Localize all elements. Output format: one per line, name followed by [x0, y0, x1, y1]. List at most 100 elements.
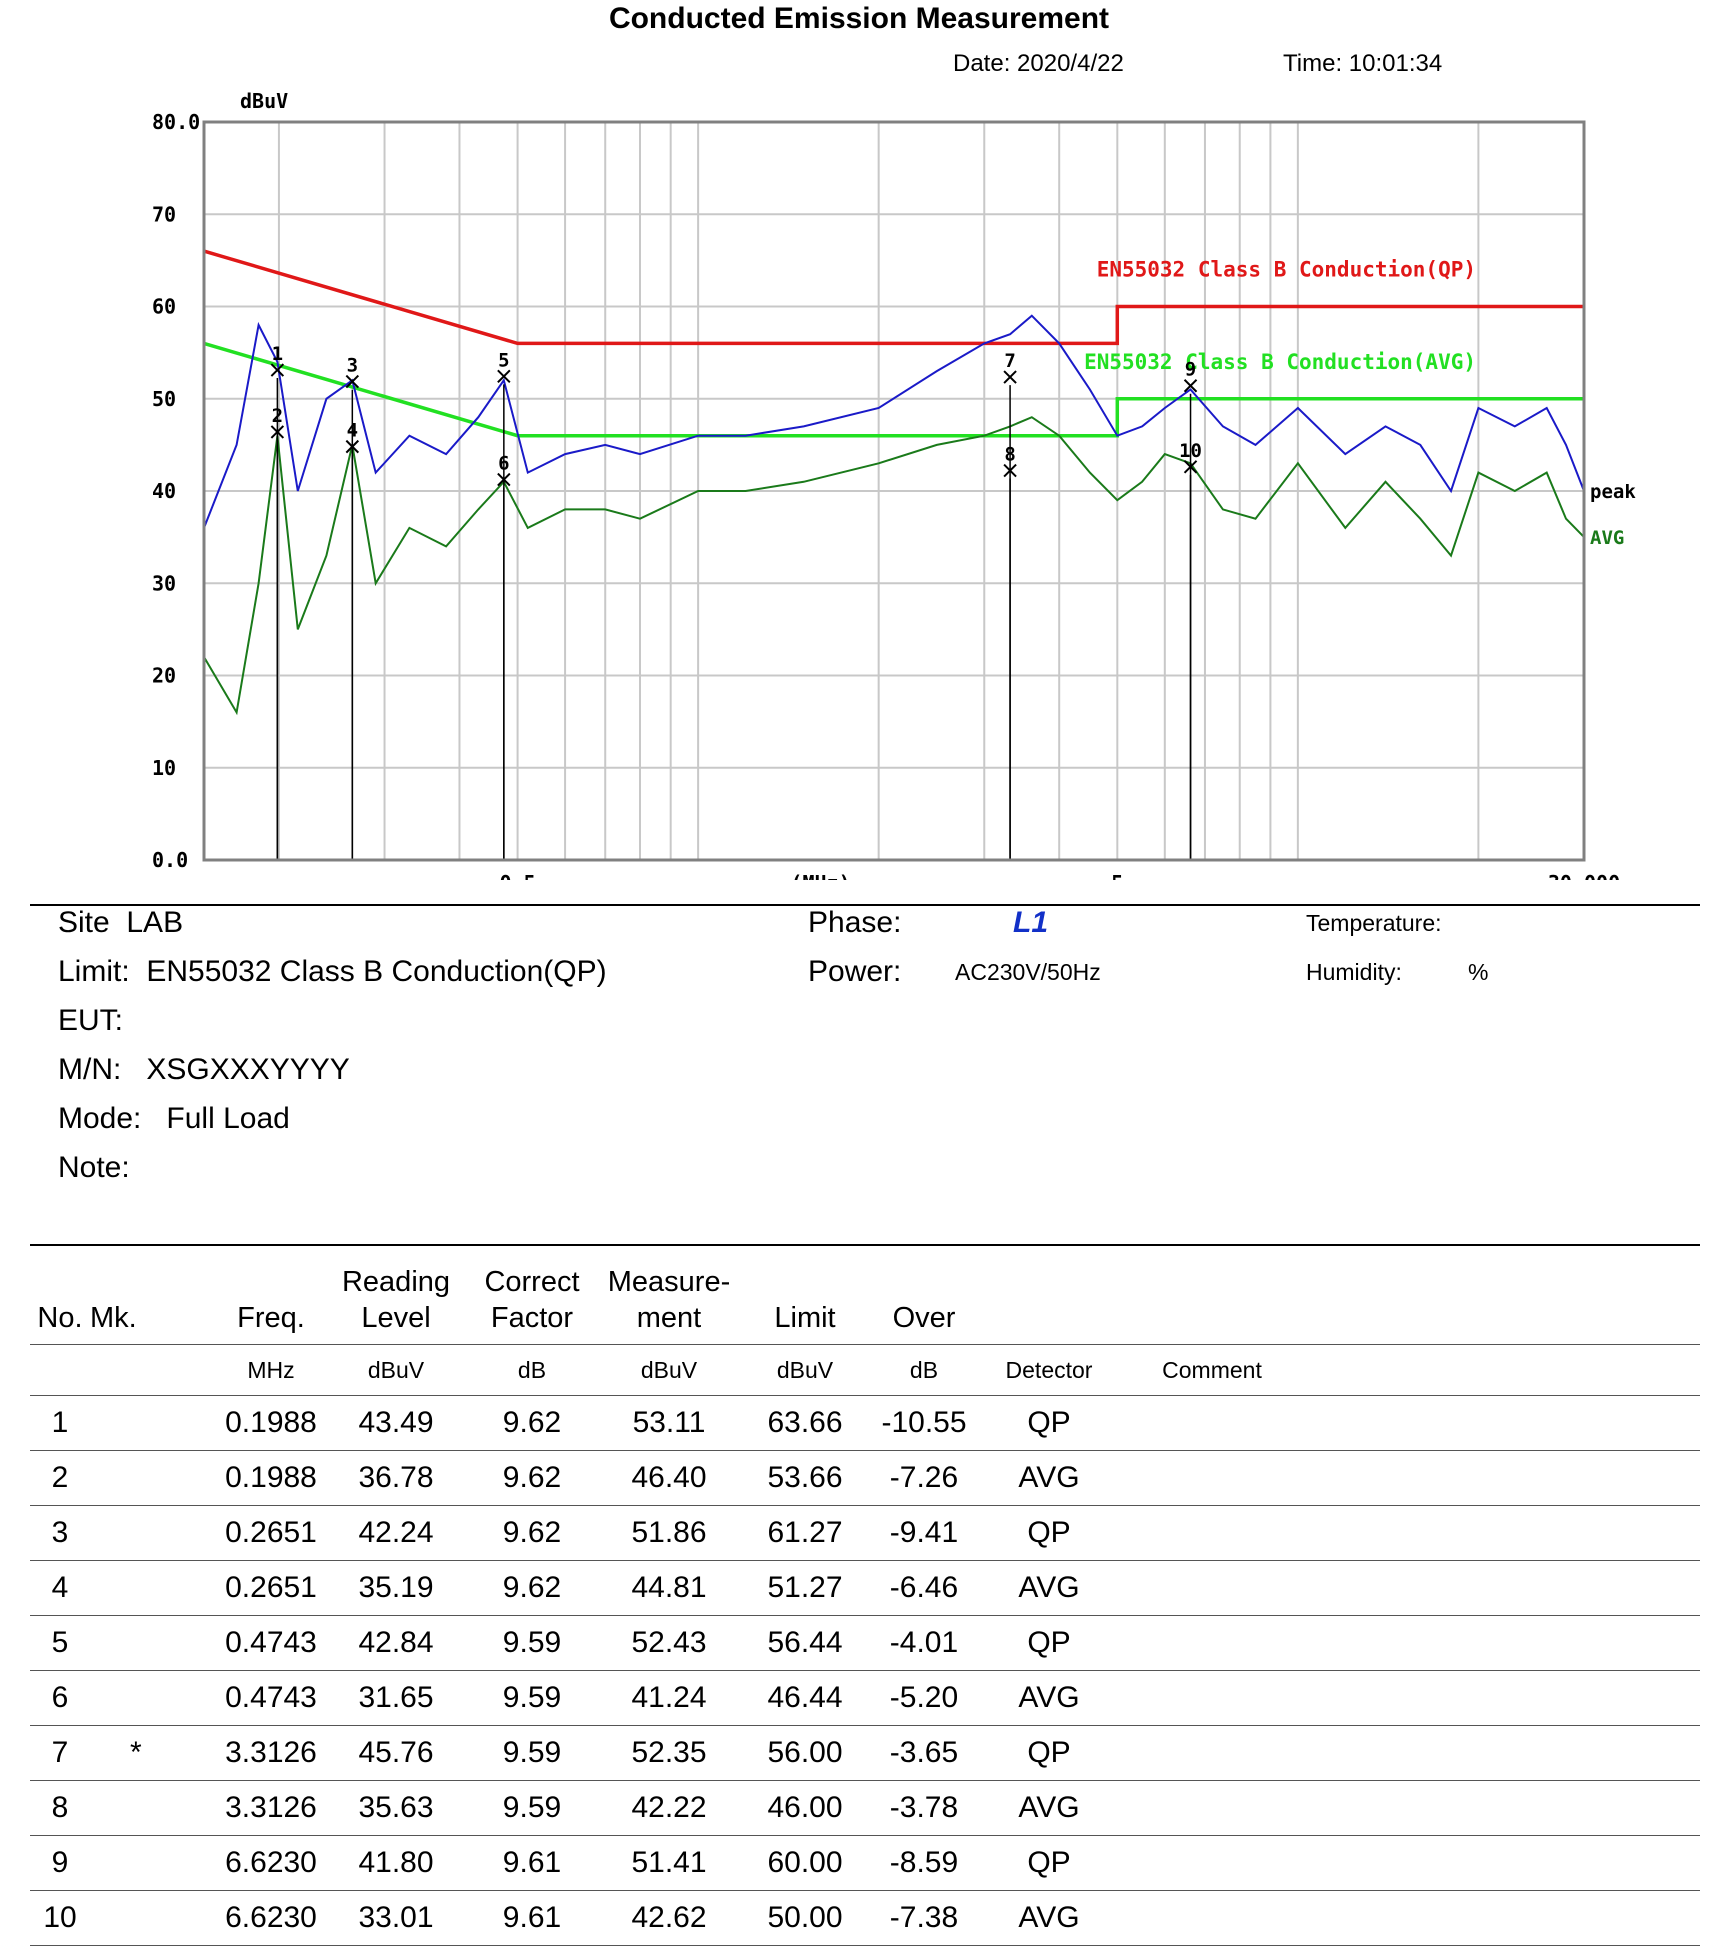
cell-over: -7.38 [874, 1890, 974, 1946]
cell-reading: 42.84 [330, 1615, 462, 1671]
table-units-row: MHz dBuV dB dBuV dBuV dB Detector Commen… [30, 1344, 1700, 1396]
cell-comment [1124, 1725, 1300, 1781]
header-factor: Correct Factor [484, 1266, 580, 1334]
cell-reading: 31.65 [330, 1670, 462, 1726]
marker-cross [345, 374, 360, 389]
header-mk: Mk. [90, 1302, 137, 1334]
cell-no: 9 [30, 1835, 90, 1891]
cell-freq: 3.3126 [212, 1780, 330, 1836]
cell-freq: 6.6230 [212, 1890, 330, 1946]
power-label: Power: [808, 955, 902, 988]
trace-avg [203, 416, 1585, 716]
results-body: 1 0.1988 43.49 9.62 53.11 63.66 -10.55 QP 2 0.198… [30, 1395, 1700, 1946]
cell-mk [90, 1670, 212, 1726]
y-tick-label: 40 [152, 479, 176, 503]
cell-factor: 9.62 [462, 1450, 602, 1506]
cell-freq: 0.2651 [212, 1505, 330, 1561]
cell-reading: 33.01 [330, 1890, 462, 1946]
humidity-unit: % [1468, 959, 1489, 985]
table-header-row: No. Mk. Freq. Reading Level Correct Factor… [30, 1244, 1700, 1345]
cell-measure: 41.24 [602, 1670, 736, 1726]
series-label: AVG [1590, 527, 1624, 549]
cell-factor: 9.61 [462, 1890, 602, 1946]
cell-mk: * [90, 1725, 212, 1781]
cell-spacer [1300, 1560, 1700, 1616]
cell-factor: 9.62 [462, 1560, 602, 1616]
marker-10: 10 [1179, 440, 1202, 860]
header-detector [974, 1244, 1124, 1345]
marker-cross [1003, 370, 1017, 384]
cell-comment [1124, 1615, 1300, 1671]
cell-measure: 42.62 [602, 1890, 736, 1946]
mode-label: Mode: [58, 1102, 142, 1135]
cell-detector: QP [974, 1725, 1124, 1781]
y-tick-label: 30 [152, 571, 176, 595]
marker-label: 2 [272, 405, 283, 427]
cell-detector: QP [974, 1615, 1124, 1671]
mode-row: Mode: Full Load [58, 1102, 290, 1136]
site-label: Site [58, 906, 110, 939]
cell-reading: 41.80 [330, 1835, 462, 1891]
cell-no: 1 [30, 1395, 90, 1451]
x-tick-label: 0.5 [500, 871, 536, 880]
cell-limit: 53.66 [736, 1450, 874, 1506]
cell-freq: 6.6230 [212, 1835, 330, 1891]
cell-comment [1124, 1670, 1300, 1726]
marker-label: 6 [498, 453, 509, 475]
cell-mk [90, 1890, 212, 1946]
cell-limit: 56.00 [736, 1725, 874, 1781]
cell-limit: 46.00 [736, 1780, 874, 1836]
cell-reading: 42.24 [330, 1505, 462, 1561]
cell-spacer [1300, 1835, 1700, 1891]
cell-factor: 9.62 [462, 1505, 602, 1561]
table-row: 2 0.1988 36.78 9.62 46.40 53.66 -7.26 AVG [30, 1450, 1700, 1506]
cell-limit: 60.00 [736, 1835, 874, 1891]
cell-over: -3.78 [874, 1780, 974, 1836]
mn-value: XSGXXXYYYY [146, 1053, 350, 1086]
results-table: No. Mk. Freq. Reading Level Correct Factor… [30, 1244, 1700, 1946]
cell-spacer [1300, 1780, 1700, 1836]
limit-lines: EN55032 Class B Conduction(QP) EN55032 Cl… [203, 249, 1584, 438]
y-tick-label: 70 [152, 202, 176, 226]
cell-spacer [1300, 1505, 1700, 1561]
table-row: 10 6.6230 33.01 9.61 42.62 50.00 -7.38 AVG [30, 1890, 1700, 1946]
cell-no: 7 [30, 1725, 90, 1781]
cell-detector: QP [974, 1835, 1124, 1891]
cell-spacer [1300, 1615, 1700, 1671]
cell-limit: 56.44 [736, 1615, 874, 1671]
cell-freq: 0.1988 [212, 1450, 330, 1506]
cell-freq: 0.1988 [212, 1395, 330, 1451]
cell-over: -4.01 [874, 1615, 974, 1671]
plot-frame [202, 120, 1586, 862]
marker-cross [497, 369, 511, 384]
cell-comment [1124, 1395, 1300, 1451]
unit-factor: dB [462, 1344, 602, 1396]
header-spacer [1300, 1244, 1700, 1345]
phase-label: Phase: [808, 906, 902, 939]
limit-label: EN55032 Class B Conduction(QP) [1097, 258, 1476, 282]
x-tick-label: 30.000 [1548, 871, 1620, 880]
cell-freq: 3.3126 [212, 1725, 330, 1781]
cell-no: 5 [30, 1615, 90, 1671]
limit-label: EN55032 Class B Conduction(AVG) [1084, 350, 1476, 374]
cell-no: 6 [30, 1670, 90, 1726]
report-title: Conducted Emission Measurement [608, 2, 1110, 35]
cell-comment [1124, 1890, 1300, 1946]
unit-detector: Detector [974, 1344, 1124, 1396]
marker-6: 6 [497, 453, 511, 860]
cell-comment [1124, 1450, 1300, 1506]
cell-mk [90, 1395, 212, 1451]
unit-comment: Comment [1124, 1344, 1300, 1396]
unit-limit: dBuV [736, 1344, 874, 1396]
cell-comment [1124, 1780, 1300, 1836]
cell-measure: 46.40 [602, 1450, 736, 1506]
header-freq: Freq. [237, 1302, 305, 1334]
eut-label: EUT: [58, 1004, 124, 1037]
y-tick-label: 60 [152, 295, 176, 319]
cell-spacer [1300, 1450, 1700, 1506]
mn-label: M/N: [58, 1053, 122, 1086]
unit-no [30, 1344, 90, 1396]
note-label: Note: [58, 1151, 130, 1184]
cell-mk [90, 1450, 212, 1506]
cell-reading: 43.49 [330, 1395, 462, 1451]
